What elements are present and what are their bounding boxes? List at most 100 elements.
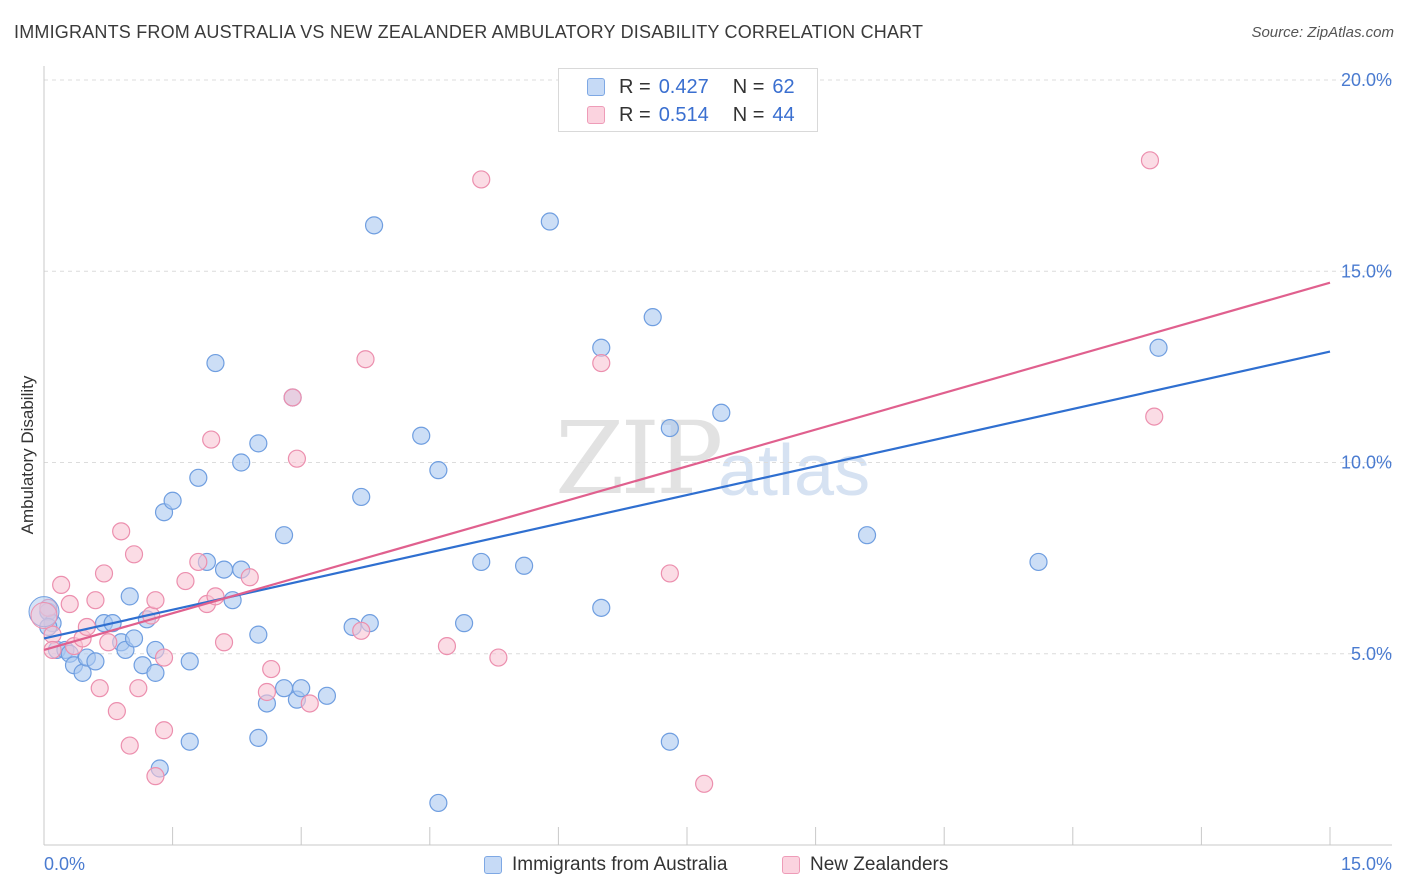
source-label: Source: ZipAtlas.com — [1251, 24, 1394, 41]
point-new-zealanders — [154, 648, 174, 667]
point-new-zealanders — [120, 736, 139, 755]
point-australia — [515, 556, 534, 575]
point-australia — [454, 614, 474, 633]
x-tick-label: 0.0% — [44, 854, 85, 874]
chart-title: IMMIGRANTS FROM AUSTRALIA VS NEW ZEALAND… — [14, 22, 924, 42]
legend-swatch-pink — [587, 106, 605, 124]
correlation-legend: R = 0.427 N = 62 R = 0.514 N = 44 — [558, 68, 818, 132]
bottom-legend-swatch-blue — [484, 856, 502, 874]
point-new-zealanders — [1140, 151, 1160, 170]
point-new-zealanders — [257, 682, 277, 702]
point-australia — [1029, 552, 1048, 572]
point-new-zealanders — [146, 767, 165, 786]
bottom-legend-label: New Zealanders — [810, 854, 949, 875]
point-australia — [352, 487, 371, 507]
point-new-zealanders — [189, 552, 208, 572]
point-australia — [429, 461, 448, 480]
trend-line-new-zealanders — [43, 281, 1331, 651]
point-australia — [86, 652, 105, 671]
point-australia — [189, 468, 208, 487]
point-australia — [592, 338, 611, 357]
point-new-zealanders — [86, 591, 105, 610]
point-new-zealanders — [124, 545, 144, 564]
point-new-zealanders — [472, 170, 491, 189]
bottom-legend-swatch-pink — [782, 856, 800, 874]
point-new-zealanders — [489, 648, 508, 667]
point-australia — [592, 598, 611, 617]
point-australia — [292, 679, 311, 698]
point-australia — [660, 418, 679, 438]
point-australia — [317, 686, 337, 705]
bottom-legend-australia: Immigrants from Australia — [484, 852, 727, 878]
y-tick-label: 10.0% — [1341, 453, 1392, 473]
point-new-zealanders — [176, 571, 195, 591]
point-australia — [249, 625, 268, 644]
legend-r-label: R = — [619, 75, 651, 98]
point-australia — [146, 663, 165, 682]
point-australia — [857, 526, 877, 545]
point-new-zealanders — [52, 575, 71, 595]
point-new-zealanders — [283, 388, 302, 407]
point-new-zealanders — [352, 621, 371, 640]
point-new-zealanders — [592, 353, 611, 373]
point-new-zealanders — [94, 564, 114, 583]
legend-r-value: 0.427 — [658, 75, 709, 98]
point-australia — [214, 560, 234, 579]
point-new-zealanders — [99, 633, 118, 652]
point-new-zealanders — [129, 679, 148, 698]
point-australia — [364, 216, 384, 235]
legend-r-value: 0.514 — [658, 103, 709, 126]
point-new-zealanders — [60, 594, 79, 614]
point-australia — [712, 403, 731, 422]
legend-n-label: N = — [732, 75, 765, 98]
point-new-zealanders-cluster — [30, 602, 58, 629]
point-australia — [472, 552, 491, 572]
point-new-zealanders — [107, 702, 126, 721]
point-australia — [1149, 338, 1168, 357]
point-new-zealanders — [202, 430, 221, 449]
legend-n-value: 44 — [772, 103, 795, 126]
point-australia — [412, 426, 431, 445]
x-tick-label: 15.0% — [1341, 854, 1392, 874]
legend-row-new-zealanders: R = 0.514 N = 44 — [559, 101, 795, 129]
point-australia — [429, 793, 448, 813]
bottom-legend-label: Immigrants from Australia — [512, 854, 728, 875]
point-australia — [274, 526, 294, 545]
tick-labels: 5.0% 10.0% 15.0% 20.0% 0.0% 15.0% — [44, 70, 1392, 874]
point-australia — [232, 453, 251, 472]
point-new-zealanders — [695, 774, 714, 793]
point-new-zealanders — [1145, 407, 1164, 426]
point-new-zealanders — [437, 636, 457, 656]
point-australia — [124, 629, 144, 648]
point-new-zealanders — [214, 633, 234, 652]
trend-line-australia — [43, 350, 1331, 640]
point-australia — [163, 491, 182, 510]
y-tick-label: 15.0% — [1341, 261, 1392, 281]
point-new-zealanders — [154, 721, 174, 740]
point-new-zealanders — [90, 679, 109, 698]
point-new-zealanders — [112, 522, 131, 541]
point-new-zealanders — [287, 449, 307, 468]
point-new-zealanders — [660, 564, 679, 583]
point-australia — [249, 728, 268, 748]
point-new-zealanders — [356, 350, 375, 369]
point-new-zealanders — [262, 659, 281, 679]
y-tick-label: 20.0% — [1341, 70, 1392, 90]
point-new-zealanders — [146, 591, 165, 610]
point-australia — [180, 732, 199, 751]
y-tick-label: 5.0% — [1351, 644, 1392, 664]
point-australia — [120, 587, 139, 606]
legend-row-australia: R = 0.427 N = 62 — [559, 73, 795, 101]
trend-lines — [43, 281, 1331, 651]
axes — [43, 66, 1392, 846]
point-new-zealanders — [300, 694, 319, 713]
legend-n-value: 62 — [772, 75, 795, 98]
legend-n-label: N = — [732, 103, 765, 126]
point-australia — [660, 732, 679, 751]
point-new-zealanders — [240, 568, 259, 587]
bottom-legend-new-zealanders: New Zealanders — [782, 852, 948, 878]
point-australia — [206, 353, 225, 373]
legend-swatch-blue — [587, 78, 605, 96]
legend-r-label: R = — [619, 103, 651, 126]
